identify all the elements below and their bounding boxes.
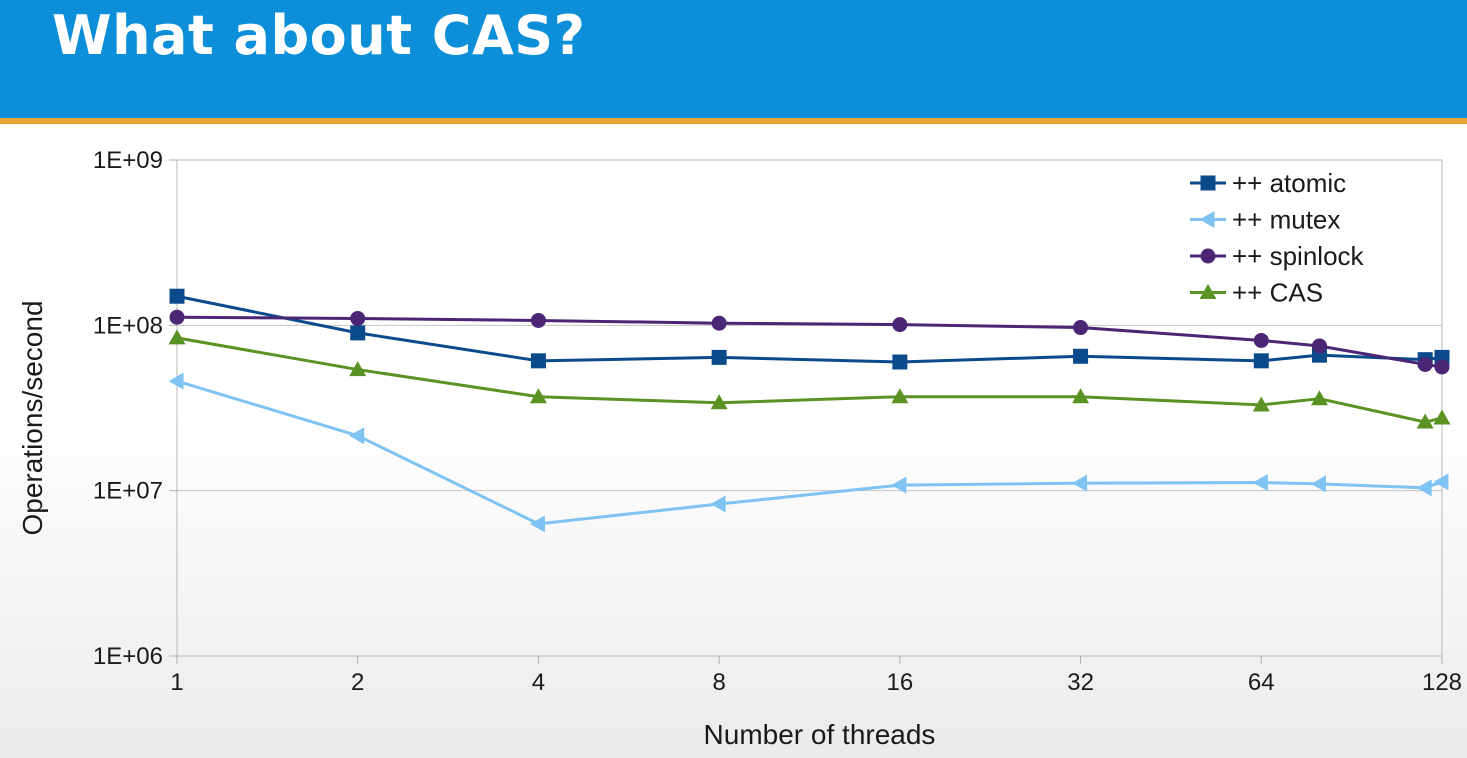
data-point bbox=[1253, 353, 1269, 369]
legend-label: ++ atomic bbox=[1232, 168, 1346, 198]
series-line bbox=[176, 336, 1443, 424]
plot-frame bbox=[176, 159, 1443, 657]
series-line bbox=[176, 294, 1443, 364]
data-point bbox=[1072, 388, 1090, 404]
data-point bbox=[1416, 479, 1432, 497]
data-point bbox=[350, 310, 366, 326]
data-point bbox=[1253, 332, 1269, 348]
x-tick-label: 128 bbox=[1422, 669, 1462, 696]
x-tick-label: 8 bbox=[712, 669, 725, 696]
data-point bbox=[1433, 409, 1451, 425]
y-tick-label: 1E+07 bbox=[93, 478, 163, 505]
line-chart: 1E+06 1E+07 1E+08 1E+09 1 2 4 8 16 32 64 128 Numbe… bbox=[17, 147, 1462, 750]
data-point bbox=[1073, 320, 1089, 336]
data-point bbox=[1252, 474, 1268, 492]
data-point bbox=[530, 353, 546, 369]
data-point bbox=[1417, 356, 1433, 372]
data-point bbox=[1252, 396, 1270, 412]
series-2 bbox=[169, 309, 1450, 375]
data-point bbox=[1310, 390, 1328, 406]
legend-item: ++ mutex bbox=[1190, 205, 1340, 235]
legend-marker bbox=[1199, 211, 1215, 228]
legend-item: ++ atomic bbox=[1190, 168, 1346, 198]
legend-item: ++ spinlock bbox=[1190, 241, 1365, 271]
series-layer bbox=[168, 288, 1451, 533]
data-point bbox=[1072, 474, 1088, 492]
legend-label: ++ CAS bbox=[1232, 278, 1323, 308]
data-point bbox=[1434, 359, 1450, 375]
data-point bbox=[710, 394, 728, 410]
x-tick-label: 1 bbox=[170, 669, 183, 696]
slide-title: What about CAS? bbox=[52, 4, 586, 67]
y-tick-label: 1E+06 bbox=[93, 643, 163, 670]
data-point bbox=[530, 312, 546, 328]
legend-item: ++ CAS bbox=[1190, 278, 1323, 308]
legend-marker bbox=[1199, 284, 1217, 299]
x-axis-label: Number of threads bbox=[704, 719, 936, 750]
data-point bbox=[892, 354, 908, 370]
data-point bbox=[1311, 338, 1327, 354]
legend-marker bbox=[1200, 175, 1216, 191]
legend-marker bbox=[1200, 248, 1216, 264]
data-point bbox=[169, 288, 185, 304]
x-tick-label: 4 bbox=[532, 669, 545, 696]
data-point bbox=[711, 349, 727, 365]
data-point bbox=[1433, 473, 1449, 491]
x-tick-label: 16 bbox=[887, 669, 914, 696]
data-point bbox=[529, 388, 547, 404]
x-tick-label: 2 bbox=[351, 669, 364, 696]
data-point bbox=[349, 427, 365, 445]
legend-label: ++ mutex bbox=[1232, 205, 1340, 235]
slide-header bbox=[0, 0, 1467, 118]
series-line bbox=[176, 379, 1443, 526]
data-point bbox=[168, 372, 184, 390]
data-point bbox=[1073, 348, 1089, 364]
x-tick-label: 32 bbox=[1067, 669, 1094, 696]
data-point bbox=[1310, 475, 1326, 493]
series-3 bbox=[168, 329, 1451, 429]
data-point bbox=[891, 388, 909, 404]
data-point bbox=[891, 476, 907, 494]
series-line bbox=[176, 315, 1443, 369]
legend-label: ++ spinlock bbox=[1232, 241, 1365, 271]
data-point bbox=[710, 495, 726, 513]
x-axis-ticks: 1 2 4 8 16 32 64 128 bbox=[170, 656, 1462, 696]
data-point bbox=[169, 309, 185, 325]
series-1 bbox=[168, 372, 1449, 533]
y-tick-label: 1E+08 bbox=[93, 312, 163, 339]
data-point bbox=[349, 361, 367, 377]
y-tick-label: 1E+09 bbox=[93, 147, 163, 174]
data-point bbox=[892, 317, 908, 333]
x-tick-label: 64 bbox=[1248, 669, 1275, 696]
data-point bbox=[168, 329, 186, 345]
y-axis-label: Operations/second bbox=[17, 300, 48, 535]
legend: ++ atomic ++ mutex ++ spinlock ++ CAS bbox=[1190, 168, 1365, 308]
data-point bbox=[529, 515, 545, 533]
data-point bbox=[1416, 413, 1434, 429]
data-point bbox=[350, 325, 366, 341]
y-axis-ticks: 1E+06 1E+07 1E+08 1E+09 bbox=[93, 147, 177, 670]
header-rule bbox=[0, 118, 1467, 124]
data-point bbox=[711, 315, 727, 331]
